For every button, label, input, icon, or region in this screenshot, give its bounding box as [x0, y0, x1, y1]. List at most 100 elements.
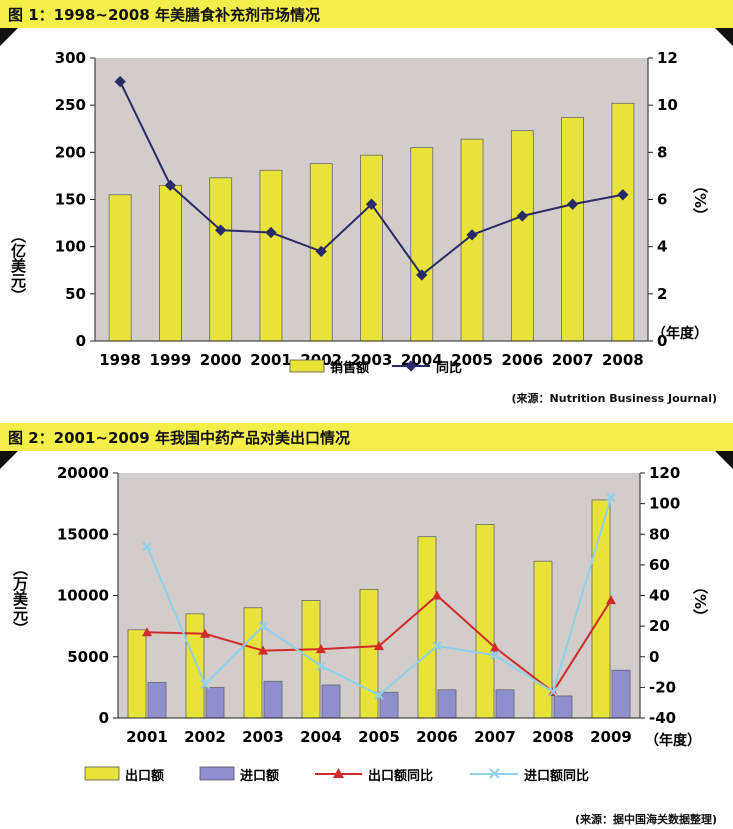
x-tick-label: 2004: [300, 728, 342, 746]
point-进口额同比: [432, 641, 442, 651]
point-出口额同比: [374, 641, 384, 651]
x-tick-label: 2001: [250, 351, 292, 369]
bar-进口额: [495, 689, 515, 719]
legend-swatch-sales: [289, 359, 325, 373]
legend-label-import-yoy: 进口额同比: [524, 768, 589, 784]
y-tick-label: 300: [55, 49, 86, 67]
chart2-y2label: （%）: [691, 579, 709, 624]
bar-出口额: [475, 524, 495, 719]
point-同比: [617, 189, 629, 201]
point-进口额同比: [258, 621, 268, 631]
bar-出口额: [243, 607, 263, 719]
chart2: 0 5000 10000 15000 20000 -40 -20 0 20 40 60 80 100 12…: [11, 464, 709, 784]
y2-tick-label: 0: [649, 648, 659, 666]
bar-进口额: [321, 684, 341, 719]
bar-销售额: [611, 102, 635, 342]
y-tick-label: 100: [55, 238, 86, 256]
bar-销售额: [360, 154, 383, 342]
y-tick-label: 0: [76, 332, 86, 350]
x-tick-label: 2001: [126, 728, 168, 746]
chart2-title-bar: 图 2：2001~2009 年我国中药产品对美出口情况: [0, 423, 733, 451]
point-出口额同比: [606, 595, 616, 605]
bar-进口额: [437, 689, 457, 719]
chart2-source: (来源：据中国海关数据整理): [574, 813, 717, 826]
point-出口额同比: [432, 590, 442, 600]
point-进口额同比: [374, 690, 384, 700]
y-tick-label: 5000: [67, 648, 109, 666]
y-tick-label: 200: [55, 143, 86, 161]
bar-销售额: [510, 130, 534, 342]
point-进口额同比: [316, 661, 326, 671]
y-tick-label: 250: [55, 96, 86, 114]
bar-出口额: [417, 536, 437, 719]
legend-swatch-import: [199, 766, 235, 781]
y2-tick-label: 40: [649, 587, 670, 605]
y2-tick-label: -40: [649, 709, 676, 727]
chart1-legend: 销售额 同比: [289, 359, 462, 376]
legend-marker-export-yoy: [333, 768, 344, 778]
bar-销售额: [259, 169, 283, 342]
point-同比: [566, 198, 579, 210]
x-tick-label: 2005: [451, 351, 493, 369]
point-出口额同比: [258, 645, 268, 655]
point-同比: [365, 198, 378, 210]
bar-销售额: [159, 184, 182, 342]
legend-marker-import-yoy: [489, 768, 500, 779]
x-tick-label: 2000: [200, 351, 242, 369]
corner-mark-left: [0, 28, 18, 46]
point-进口额同比: [606, 492, 616, 503]
bar-销售额: [209, 177, 233, 342]
point-同比: [466, 229, 478, 241]
legend-label-export-yoy: 出口额同比: [368, 768, 433, 784]
y2-tick-label: 2: [657, 285, 667, 303]
x-tick-label: 2002: [184, 728, 226, 746]
x-tick-label: 2003: [351, 351, 393, 369]
bar-销售额: [108, 194, 132, 342]
x-tick-label: 1999: [150, 351, 192, 369]
bar-进口额: [205, 686, 225, 719]
legend-label-yoy: 同比: [436, 360, 462, 376]
y2-tick-label: 100: [649, 495, 680, 513]
chart2-title: 图 2：2001~2009 年我国中药产品对美出口情况: [8, 429, 350, 447]
chart2-legend: 出口额 进口额 出口额同比 进口额同比: [84, 766, 589, 784]
point-出口额同比: [490, 642, 500, 652]
legend-label-import: 进口额: [240, 768, 279, 784]
y-tick-label: 10000: [57, 587, 109, 605]
x-tick-label: 2006: [501, 351, 543, 369]
x-tick-label: 2008: [532, 728, 574, 746]
point-出口额同比: [200, 628, 210, 638]
y2-tick-label: 12: [657, 49, 678, 67]
y2-tick-label: 8: [657, 143, 667, 161]
y-tick-label: 15000: [57, 525, 109, 543]
y2-tick-label: 10: [657, 96, 678, 114]
corner-mark-right: [715, 28, 733, 46]
chart2-xunit: （年度）: [645, 732, 701, 749]
chart1-title: 图 1：1998~2008 年美膳食补充剂市场情况: [8, 6, 320, 24]
y2-tick-label: 0: [657, 332, 667, 350]
bar-出口额: [127, 629, 147, 719]
point-出口额同比: [142, 627, 152, 637]
bar-进口额: [611, 669, 631, 719]
y-tick-label: 150: [55, 191, 86, 209]
chart1: 0 50 100 150 200 250 300 0 2 4 6 8 10 12 1998 1999 2000 2…: [9, 49, 709, 376]
bar-进口额: [147, 682, 167, 719]
y-tick-label: 50: [65, 285, 86, 303]
x-tick-label: 2003: [242, 728, 284, 746]
point-同比: [315, 245, 327, 258]
y2-tick-label: 60: [649, 556, 670, 574]
corner-mark-left: [0, 451, 18, 469]
y2-tick-label: 4: [657, 238, 667, 256]
legend-swatch-export: [84, 766, 120, 781]
y2-tick-label: 20: [649, 617, 670, 635]
bar-进口额: [553, 695, 573, 719]
y2-tick-label: 6: [657, 191, 667, 209]
chart1-title-bar: 图 1：1998~2008 年美膳食补充剂市场情况: [0, 0, 733, 28]
point-出口额同比: [316, 644, 326, 654]
chart1-y2label: （%）: [691, 178, 709, 223]
y2-tick-label: 120: [649, 464, 680, 482]
x-tick-label: 2005: [358, 728, 400, 746]
chart1-xunit: （年度）: [652, 325, 708, 342]
bar-出口额: [185, 613, 205, 719]
point-进口额同比: [200, 679, 210, 690]
point-同比: [516, 210, 528, 222]
